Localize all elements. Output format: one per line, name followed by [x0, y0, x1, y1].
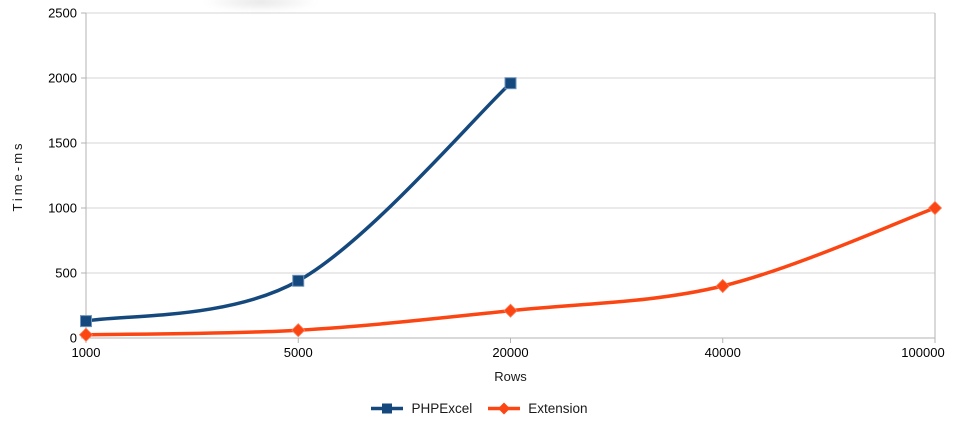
- data-point-square: [292, 274, 305, 287]
- legend-item-phpexcel: PHPExcel: [369, 401, 472, 416]
- x-tick-label: 5000: [284, 345, 313, 360]
- legend-label-extension: Extension: [528, 401, 588, 416]
- y-tick-label: 1500: [48, 136, 77, 151]
- x-tick-label: 1000: [72, 345, 101, 360]
- y-tick-label: 500: [55, 266, 77, 281]
- data-point-diamond: [291, 323, 306, 338]
- data-point-diamond: [78, 327, 94, 342]
- x-tick-label: 20000: [492, 345, 528, 360]
- data-point-diamond: [503, 303, 518, 318]
- data-point-diamond: [927, 200, 943, 216]
- diamond-marker-icon: [488, 402, 521, 415]
- y-tick-label: 2500: [48, 6, 77, 21]
- y-tick-label: 0: [70, 331, 77, 346]
- x-tick-label: 100000: [901, 345, 944, 360]
- legend-item-extension: Extension: [486, 401, 588, 416]
- y-axis-title: Time-ms: [10, 140, 25, 212]
- y-tick-label: 1000: [48, 201, 77, 216]
- data-point-square: [504, 77, 517, 90]
- x-tick-label: 40000: [705, 345, 741, 360]
- y-tick-label: 2000: [48, 71, 77, 86]
- x-axis-title: Rows: [494, 369, 527, 384]
- data-point-diamond: [715, 278, 730, 294]
- legend: PHPExcel Extension: [0, 401, 957, 416]
- data-point-square: [80, 315, 92, 328]
- square-marker-icon: [371, 403, 404, 414]
- series-line-phpexcel: [84, 81, 513, 323]
- legend-label-phpexcel: PHPExcel: [411, 401, 473, 416]
